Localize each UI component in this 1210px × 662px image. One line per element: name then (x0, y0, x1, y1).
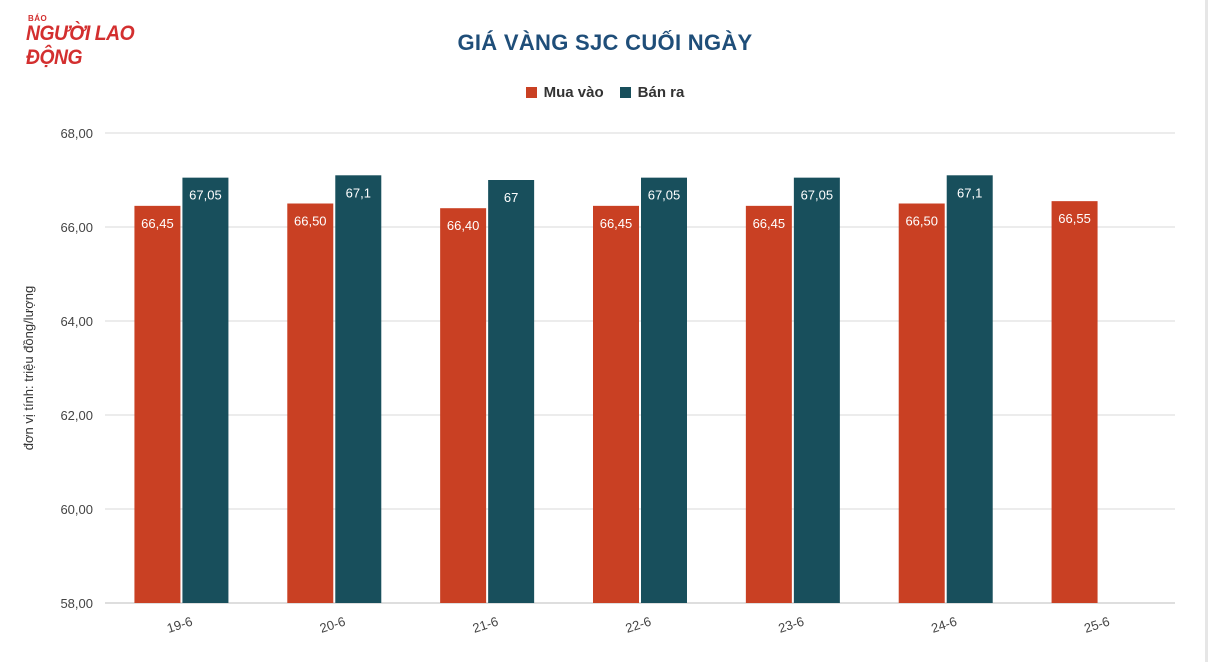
x-tick-label: 23-6 (776, 614, 805, 636)
bar-buy (440, 208, 487, 603)
data-label-sell: 67,1 (346, 185, 371, 200)
bar-buy (593, 205, 639, 603)
bar-sell (793, 177, 840, 603)
logo-small-text: BÁO (28, 14, 48, 23)
legend-label-sell: Bán ra (637, 84, 685, 101)
bar-buy (745, 205, 792, 603)
x-tick-label: 20-6 (318, 614, 347, 636)
bar-buy (287, 203, 334, 603)
bar-sell (946, 175, 993, 604)
data-label-sell: 67,05 (801, 188, 834, 203)
bar-sell (641, 177, 687, 603)
data-label-buy: 66,50 (294, 214, 327, 229)
bar-sell (182, 177, 229, 603)
y-tick-label: 64,00 (60, 314, 93, 329)
data-label-buy: 66,45 (753, 216, 786, 231)
chart-title: GIÁ VÀNG SJC CUỐI NGÀY (457, 30, 753, 55)
data-label-sell: 67,05 (648, 188, 681, 203)
page-edge (1205, 0, 1208, 662)
data-label-buy: 66,55 (1058, 211, 1091, 226)
bar-sell (335, 175, 382, 604)
x-tick-label: 22-6 (624, 614, 653, 636)
x-tick-label: 24-6 (929, 614, 958, 636)
data-label-buy: 66,40 (447, 218, 480, 233)
y-tick-label: 62,00 (60, 408, 93, 423)
x-tick-label: 21-6 (471, 614, 500, 636)
data-label-sell: 67 (504, 190, 518, 205)
y-axis-label: đơn vị tính: triệu đồng/lượng (21, 286, 36, 451)
y-tick-label: 66,00 (60, 220, 93, 235)
data-label-buy: 66,50 (905, 214, 938, 229)
bar-buy (898, 203, 945, 603)
legend-swatch-buy (525, 87, 537, 98)
legend-swatch-sell (619, 87, 631, 98)
x-tick-label: 25-6 (1082, 614, 1111, 636)
data-label-sell: 67,05 (189, 188, 222, 203)
data-label-buy: 66,45 (600, 216, 633, 231)
y-tick-label: 58,00 (60, 596, 93, 611)
x-tick-label: 19-6 (165, 614, 194, 636)
logo-main-text: NGƯỜI LAO ĐỘNG (26, 22, 135, 69)
data-label-buy: 66,45 (141, 216, 174, 231)
y-tick-label: 68,00 (60, 126, 93, 141)
legend-label-buy: Mua vào (543, 84, 604, 101)
legend-item-sell: Bán ra (619, 84, 685, 101)
bar-buy (1051, 201, 1098, 603)
y-tick-label: 60,00 (60, 502, 93, 517)
data-label-sell: 67,1 (957, 185, 982, 200)
bar-buy (134, 205, 181, 603)
chart-legend: Mua vào Bán ra (0, 84, 1210, 101)
legend-item-buy: Mua vào (525, 84, 604, 101)
newspaper-logo: BÁO NGƯỜI LAO ĐỘNG (26, 14, 196, 69)
bar-sell (488, 180, 535, 603)
